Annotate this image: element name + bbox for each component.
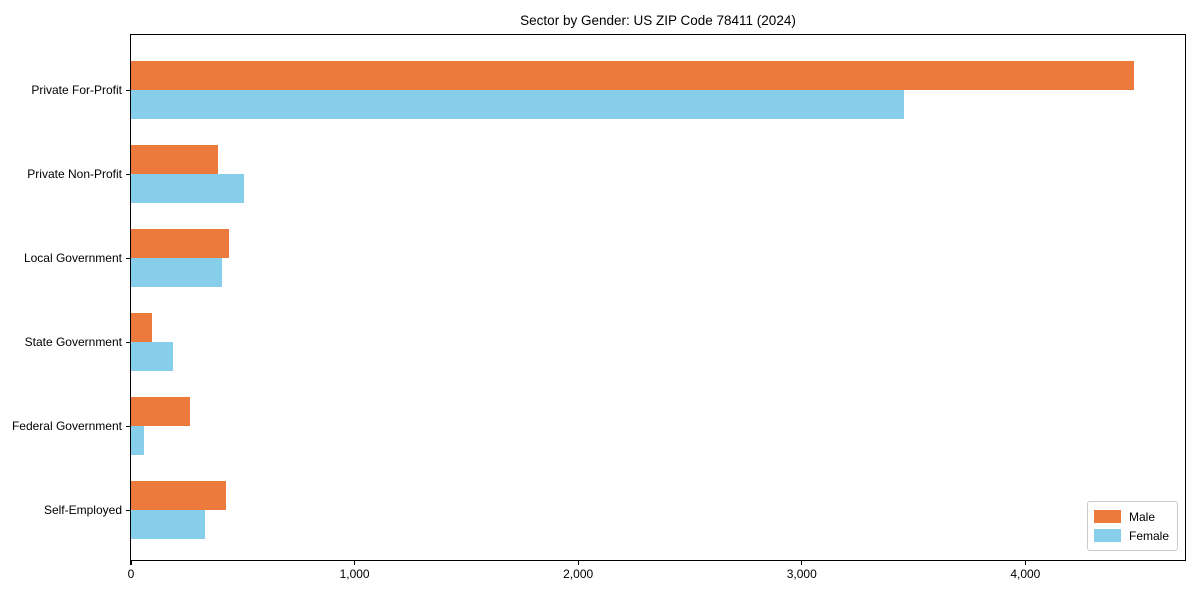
legend-label-male: Male <box>1128 509 1155 524</box>
y-tick-private-for-profit <box>126 90 131 92</box>
x-tick-label-3000: 3,000 <box>786 567 817 581</box>
y-tick-label-federal-government: Federal Government <box>11 419 122 433</box>
x-tick-label-2000: 2,000 <box>563 567 594 581</box>
bar-group-self-employed: Self-Employed <box>44 468 1185 552</box>
y-tick-label-state-government: State Government <box>24 335 122 349</box>
bar-male-self-employed <box>131 481 227 510</box>
y-tick-federal-government <box>126 426 131 428</box>
bar-male-local-government <box>131 229 230 258</box>
legend-swatch-male <box>1093 510 1121 523</box>
x-tick-3000 <box>801 560 803 565</box>
bar-female-self-employed <box>131 510 206 539</box>
x-tick-label-1000: 1,000 <box>339 567 370 581</box>
bar-group-federal-government: Federal Government <box>12 384 1185 468</box>
y-tick-label-self-employed: Self-Employed <box>43 503 122 517</box>
legend-swatch-female <box>1093 529 1121 542</box>
bar-female-federal-government <box>131 426 145 455</box>
x-tick-0 <box>130 560 132 565</box>
y-tick-self-employed <box>126 510 131 512</box>
x-tick-label-4000: 4,000 <box>1010 567 1041 581</box>
legend-label-female: Female <box>1128 528 1169 543</box>
bar-male-private-non-profit <box>131 145 219 174</box>
y-tick-private-non-profit <box>126 174 131 176</box>
legend-rows: Male Female <box>1093 507 1169 545</box>
bar-male-private-for-profit <box>131 61 1135 90</box>
bar-male-state-government <box>131 313 153 342</box>
y-tick-local-government <box>126 258 131 260</box>
bar-group-state-government: State Government <box>25 300 1185 384</box>
legend-item-female: Female <box>1093 526 1169 545</box>
bar-group-private-for-profit: Private For-Profit <box>31 48 1185 132</box>
bar-group-private-non-profit: Private Non-Profit <box>27 132 1185 216</box>
y-tick-label-private-for-profit: Private For-Profit <box>31 83 122 97</box>
legend: Male Female <box>1086 501 1178 551</box>
x-tick-label-0: 0 <box>127 567 135 581</box>
bar-group-local-government: Local Government <box>24 216 1185 300</box>
x-tick-1000 <box>353 560 356 565</box>
bar-female-state-government <box>131 342 174 371</box>
y-tick-label-local-government: Local Government <box>23 251 122 265</box>
bar-female-private-for-profit <box>131 90 904 119</box>
bar-female-private-non-profit <box>131 174 245 203</box>
y-tick-state-government <box>126 342 131 344</box>
x-tick-4000 <box>1024 560 1026 565</box>
legend-item-male: Male <box>1093 507 1169 526</box>
bar-male-federal-government <box>131 397 190 426</box>
chart-title: Sector by Gender: US ZIP Code 78411 (202… <box>520 13 796 28</box>
plot-area: Private For-Profit Private Non-Profit Loca… <box>12 34 1186 581</box>
bar-female-local-government <box>131 258 222 287</box>
y-tick-label-private-non-profit: Private Non-Profit <box>27 167 122 181</box>
x-tick-2000 <box>577 560 579 565</box>
